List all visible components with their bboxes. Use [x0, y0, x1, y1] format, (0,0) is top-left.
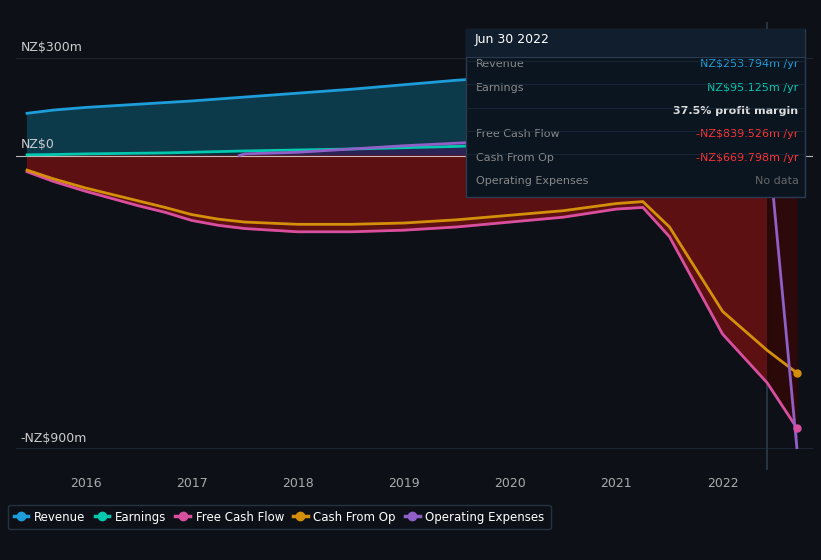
FancyBboxPatch shape — [466, 29, 805, 57]
Text: Jun 30 2022: Jun 30 2022 — [475, 32, 549, 46]
Text: Free Cash Flow: Free Cash Flow — [476, 129, 560, 139]
Text: Revenue: Revenue — [476, 59, 525, 69]
Text: Operating Expenses: Operating Expenses — [476, 176, 589, 186]
Text: NZ$0: NZ$0 — [21, 138, 54, 151]
Text: No data: No data — [754, 176, 799, 186]
Text: -NZ$839.526m /yr: -NZ$839.526m /yr — [696, 129, 799, 139]
Text: Earnings: Earnings — [476, 82, 525, 92]
Text: NZ$95.125m /yr: NZ$95.125m /yr — [707, 82, 799, 92]
FancyBboxPatch shape — [466, 29, 805, 197]
Text: -NZ$900m: -NZ$900m — [21, 432, 87, 445]
Text: 37.5% profit margin: 37.5% profit margin — [673, 106, 799, 116]
Text: -NZ$669.798m /yr: -NZ$669.798m /yr — [696, 153, 799, 162]
Text: NZ$300m: NZ$300m — [21, 41, 82, 54]
Legend: Revenue, Earnings, Free Cash Flow, Cash From Op, Operating Expenses: Revenue, Earnings, Free Cash Flow, Cash … — [8, 505, 551, 529]
Text: Cash From Op: Cash From Op — [476, 153, 554, 162]
Text: NZ$253.794m /yr: NZ$253.794m /yr — [700, 59, 799, 69]
